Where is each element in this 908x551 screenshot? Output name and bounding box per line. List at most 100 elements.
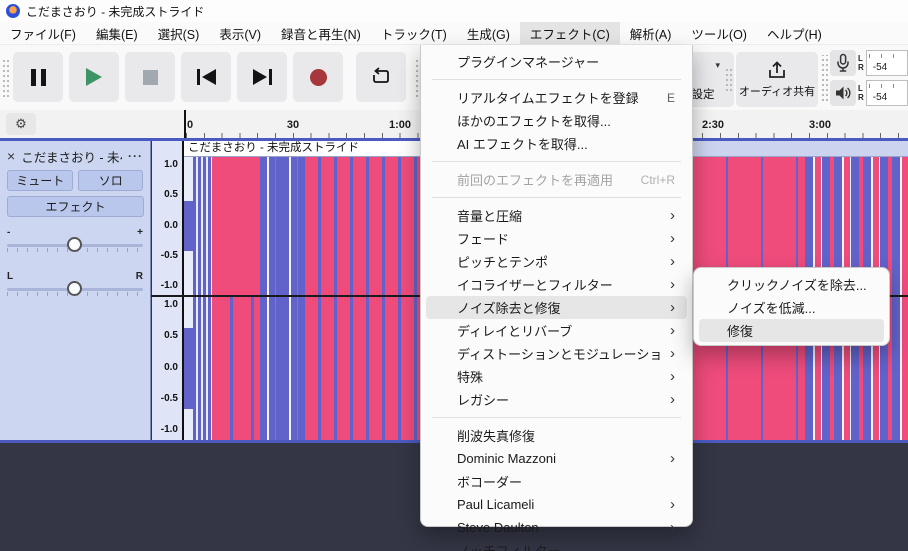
play-button[interactable] <box>69 52 119 102</box>
menu-generate[interactable]: 生成(G) <box>466 27 510 42</box>
mute-button[interactable]: ミュート <box>7 170 74 191</box>
menu-item-plugin-manager[interactable]: プラグインマネージャー <box>457 55 600 70</box>
menu-view[interactable]: 表示(V) <box>219 27 261 42</box>
scale-label: 0.0 <box>164 219 178 231</box>
meter-toolbar-grip[interactable] <box>822 55 828 101</box>
menu-transport[interactable]: 録音と再生(N) <box>280 27 361 42</box>
menu-item-get-more-effects[interactable]: ほかのエフェクトを取得... <box>457 114 611 129</box>
menu-effect[interactable]: エフェクト(C) <box>519 22 620 44</box>
menu-item-eq-filters[interactable]: イコライザーとフィルター › <box>457 276 675 293</box>
meter-left-label: L <box>858 83 863 93</box>
timeline-tick: 3:00 <box>808 119 832 131</box>
menu-analyze[interactable]: 解析(A) <box>629 27 672 42</box>
menu-item-volume-compression[interactable]: 音量と圧縮 › <box>457 207 675 224</box>
skip-to-end-button[interactable] <box>237 52 287 102</box>
gear-icon: ⚙ <box>15 116 27 131</box>
microphone-icon[interactable] <box>830 49 856 76</box>
vertical-scale-ruler[interactable]: 1.0 0.5 0.0 -0.5 -1.0 1.0 0.5 0.0 -0.5 -… <box>152 141 184 440</box>
menu-file[interactable]: ファイル(F) <box>10 27 76 42</box>
menu-help[interactable]: ヘルプ(H) <box>766 27 822 42</box>
scale-label: 0.5 <box>164 189 178 201</box>
menu-item-distortion-modulation[interactable]: ディストーションとモジュレーション › <box>457 345 675 362</box>
menu-item-steve-daulton[interactable]: Steve Daulton › <box>457 519 675 536</box>
audio-share-button[interactable]: オーディオ共有 <box>736 52 818 107</box>
speaker-icon[interactable] <box>830 79 856 106</box>
stop-button[interactable] <box>125 52 175 102</box>
menu-item-dominic-mazzoni[interactable]: Dominic Mazzoni › <box>457 450 675 467</box>
effect-menu: プラグインマネージャー リアルタイムエフェクトを登録 E ほかのエフェクトを取得.… <box>420 45 693 551</box>
menu-item-noise-reduction[interactable]: ノイズを低減... <box>727 301 816 316</box>
scale-label: 1.0 <box>164 159 178 170</box>
close-track-icon[interactable]: × <box>7 148 16 164</box>
menu-item-clip-fix[interactable]: 削波失真修復 <box>457 429 536 444</box>
loop-button[interactable] <box>356 52 406 102</box>
track-menu-kebab-icon[interactable]: ··· <box>128 149 143 163</box>
audio-share-label: オーディオ共有 <box>738 86 816 98</box>
gain-slider[interactable]: - + <box>7 227 143 261</box>
scale-label: -1.0 <box>160 280 178 291</box>
menu-separator <box>432 197 681 198</box>
share-toolbar-grip[interactable] <box>726 67 732 91</box>
timeline-tick: 2:30 <box>701 119 725 131</box>
menu-item-notch-filter[interactable]: ノッチフィルター <box>426 539 687 551</box>
skip-to-start-icon <box>196 69 216 85</box>
menu-item-delay-reverb[interactable]: ディレイとリバーブ › <box>457 322 675 339</box>
toolbar-grip[interactable] <box>416 57 422 97</box>
menu-item-noise-removal-repair[interactable]: ノイズ除去と修復 › <box>426 296 687 319</box>
record-icon <box>309 68 327 86</box>
pan-left-label: L <box>7 271 14 282</box>
scale-label: -0.5 <box>160 392 178 404</box>
record-button[interactable] <box>293 52 343 102</box>
audio-setup-label: 設定 <box>691 89 715 101</box>
recording-meter-scale: -54 <box>865 49 908 76</box>
track-header: × こだまさおり - 未へ ··· <box>7 146 143 166</box>
loop-icon <box>373 67 389 83</box>
meter-left-label: L <box>858 53 863 63</box>
menu-item-click-removal[interactable]: クリックノイズを除去... <box>727 278 867 293</box>
menu-item-repeat-last-effect: 前回のエフェクトを再適用 Ctrl+R <box>457 172 675 189</box>
menu-item-legacy[interactable]: レガシー › <box>457 391 675 408</box>
menu-item-fade[interactable]: フェード › <box>457 230 675 247</box>
timeline-tick: 30 <box>286 119 300 131</box>
menu-edit[interactable]: 編集(E) <box>95 27 138 42</box>
scale-label: -0.5 <box>160 249 178 261</box>
menu-separator <box>432 79 681 80</box>
menu-separator <box>432 417 681 418</box>
track-name[interactable]: こだまさおり - 未へ <box>21 150 122 165</box>
stop-icon <box>142 69 158 85</box>
menu-tools[interactable]: ツール(O) <box>691 27 747 42</box>
pause-button[interactable] <box>13 52 63 102</box>
timeline-tick: 1:00 <box>388 119 412 131</box>
menu-item-repair[interactable]: 修復 <box>699 319 884 342</box>
skip-to-start-button[interactable] <box>181 52 231 102</box>
scale-label: 1.0 <box>164 299 178 310</box>
menu-select[interactable]: 選択(S) <box>157 27 200 42</box>
gain-slider-thumb[interactable] <box>67 237 82 252</box>
effects-button[interactable]: エフェクト <box>7 196 144 217</box>
pan-slider-thumb[interactable] <box>67 281 82 296</box>
menu-item-paul-licameli[interactable]: Paul Licameli › <box>457 496 675 513</box>
playback-meter-db: -54 <box>872 91 888 103</box>
menu-tracks[interactable]: トラック(T) <box>380 27 447 42</box>
menu-item-pitch-tempo[interactable]: ピッチとテンポ › <box>457 253 675 270</box>
clip-title: こだまさおり - 未完成ストライド <box>188 142 359 154</box>
menu-item-vocoder[interactable]: ボコーダー <box>457 475 523 490</box>
menu-item-add-realtime-effects[interactable]: リアルタイムエフェクトを登録 E <box>457 90 675 107</box>
playback-meter-scale: -54 <box>865 79 908 106</box>
timeline-tick: 0 <box>186 119 194 131</box>
timeline-options-button[interactable]: ⚙ <box>6 113 36 135</box>
pan-slider[interactable]: L R <box>7 271 143 305</box>
menu-item-special[interactable]: 特殊 › <box>457 368 675 385</box>
transport-toolbar-grip[interactable] <box>3 57 9 97</box>
menu-item-get-ai-effects[interactable]: AI エフェクトを取得... <box>457 137 588 152</box>
scale-label: -1.0 <box>160 424 178 435</box>
scale-label: 0.5 <box>164 330 178 342</box>
share-upload-icon <box>769 61 785 78</box>
pan-right-label: R <box>135 271 143 282</box>
solo-button[interactable]: ソロ <box>78 170 143 191</box>
gain-min-label: - <box>7 227 11 238</box>
track-control-panel: × こだまさおり - 未へ ··· ミュート ソロ エフェクト - + L R <box>0 141 151 440</box>
